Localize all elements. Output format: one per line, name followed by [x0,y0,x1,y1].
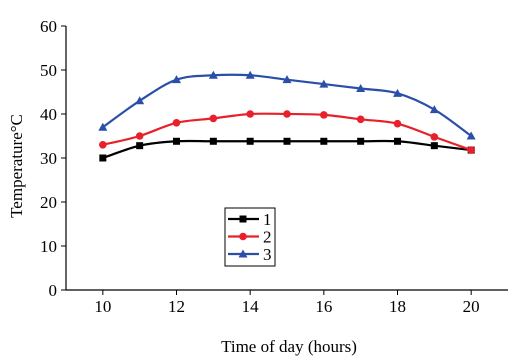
data-point-2 [320,111,328,119]
data-point-1 [320,137,328,145]
y-axis-title: Temperature°C [7,114,26,218]
data-point-2 [172,119,181,127]
x-tick-label: 10 [94,297,111,316]
axes: 0 10 20 30 40 50 60 10 12 14 16 18 20 [40,17,508,316]
data-point-3 [319,79,329,88]
legend-label-2: 2 [263,228,272,247]
data-point-1 [430,142,438,150]
legend-marker-1 [239,215,247,223]
data-point-1 [209,137,217,145]
series-line-3 [102,73,472,137]
y-tick-label: 40 [40,105,57,124]
data-point-3 [208,70,218,79]
data-point-1 [357,137,365,145]
series-layer [98,70,476,162]
data-point-1 [136,142,144,150]
y-tick-label: 20 [40,193,57,212]
data-point-3 [135,96,145,105]
series-3 [98,70,476,140]
data-point-3 [282,75,292,84]
x-tick-label: 12 [168,297,185,316]
x-axis-title: Time of day (hours) [221,337,357,356]
legend-label-1: 1 [263,210,272,229]
legend-marker-2 [239,232,247,241]
data-point-1 [394,137,401,145]
data-point-2 [393,119,402,128]
data-point-1 [173,137,180,145]
y-tick-label: 10 [40,237,57,256]
data-point-2 [356,115,365,124]
data-point-3 [172,75,181,84]
data-point-3 [429,105,439,114]
data-point-2 [430,133,439,141]
legend: 123 [224,207,276,267]
data-point-3 [98,122,108,131]
data-point-3 [466,131,476,140]
data-point-2 [283,110,291,118]
data-point-3 [356,83,366,92]
legend-marker-3 [238,249,248,258]
data-point-2 [209,114,218,123]
data-point-2 [246,110,254,118]
y-tick-label: 30 [40,149,57,168]
data-point-3 [393,88,402,97]
series-2 [99,110,475,154]
data-point-2 [135,132,144,140]
y-tick-label: 60 [40,17,57,36]
series-1 [99,137,475,162]
x-tick-label: 16 [315,297,332,316]
data-point-3 [245,70,255,79]
data-point-2 [99,141,107,149]
x-tick-label: 18 [389,297,406,316]
y-tick-label: 50 [40,61,57,80]
data-point-1 [246,137,254,145]
x-tick-label: 14 [242,297,260,316]
data-point-1 [99,154,107,162]
x-tick-label: 20 [463,297,480,316]
legend-label-3: 3 [263,245,272,264]
data-point-1 [283,137,291,145]
y-tick-label: 0 [49,281,58,300]
data-point-2 [467,146,475,154]
